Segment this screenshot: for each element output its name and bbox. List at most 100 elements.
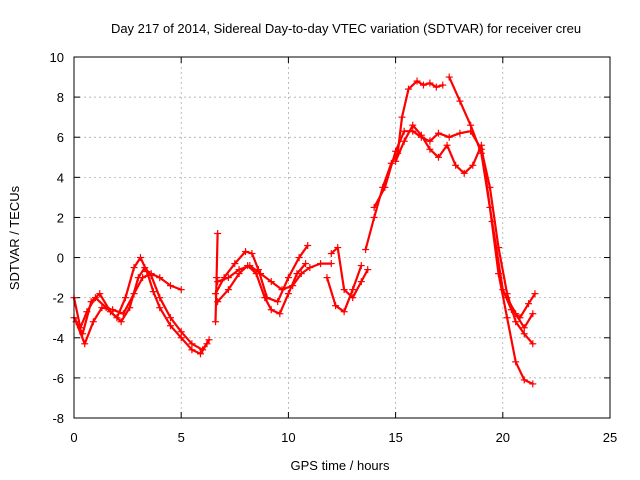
y-tick-label: -8 xyxy=(52,411,64,426)
data-series xyxy=(212,229,222,326)
data-point xyxy=(177,334,185,342)
data-point xyxy=(443,141,451,149)
data-point xyxy=(409,121,417,129)
data-point xyxy=(147,270,155,278)
data-point xyxy=(149,288,157,296)
data-point xyxy=(117,318,125,326)
data-point xyxy=(419,81,427,89)
data-point xyxy=(248,250,256,258)
data-point xyxy=(166,314,174,322)
data-point xyxy=(445,133,453,141)
data-point xyxy=(332,302,340,310)
data-point xyxy=(340,286,348,294)
data-point xyxy=(156,304,164,312)
data-point xyxy=(452,161,460,169)
data-point xyxy=(529,340,537,348)
series-line xyxy=(216,262,333,291)
data-point xyxy=(224,274,232,282)
data-point xyxy=(156,274,164,282)
x-tick-label: 10 xyxy=(281,430,295,445)
data-point xyxy=(392,157,400,165)
series-line xyxy=(330,246,369,299)
series-line xyxy=(74,272,183,345)
data-point xyxy=(297,270,305,278)
data-point xyxy=(302,260,310,268)
data-point xyxy=(96,290,104,298)
data-point xyxy=(231,260,239,268)
data-point xyxy=(205,336,213,344)
data-point xyxy=(477,149,485,157)
data-point xyxy=(224,286,232,294)
data-point xyxy=(242,248,250,256)
data-point xyxy=(357,262,365,270)
y-tick-label: 0 xyxy=(57,251,64,266)
series-line xyxy=(364,79,444,251)
data-point xyxy=(364,266,372,274)
axis-ticks: 0 5 10 15 20 25 -8 -6 -4 -2 0 2 4 6 8 10 xyxy=(50,50,618,445)
data-point xyxy=(426,79,434,87)
y-tick-label: 6 xyxy=(57,130,64,145)
data-point xyxy=(276,310,284,318)
data-series xyxy=(362,77,447,254)
data-point xyxy=(520,330,528,338)
data-point xyxy=(512,358,520,366)
data-point xyxy=(499,286,507,294)
data-point xyxy=(456,129,464,137)
data-point xyxy=(512,310,520,318)
data-point xyxy=(381,183,389,191)
data-point xyxy=(460,169,468,177)
data-point xyxy=(456,97,464,105)
data-point xyxy=(434,153,442,161)
data-point xyxy=(529,380,537,388)
x-tick-label: 0 xyxy=(70,430,77,445)
data-point xyxy=(362,246,370,254)
data-point xyxy=(295,254,303,262)
x-tick-label: 20 xyxy=(496,430,510,445)
data-point xyxy=(274,298,282,306)
data-series xyxy=(214,260,335,294)
data-point xyxy=(529,310,537,318)
data-point xyxy=(196,350,204,358)
data-series xyxy=(503,294,537,332)
data-point xyxy=(156,294,164,302)
data-series-layer xyxy=(70,73,539,388)
data-point xyxy=(261,294,269,302)
data-point xyxy=(349,294,357,302)
data-point xyxy=(392,147,400,155)
data-series xyxy=(214,260,310,318)
data-point xyxy=(531,290,539,298)
data-point xyxy=(177,286,185,294)
data-point xyxy=(404,85,412,93)
data-point xyxy=(488,217,496,225)
data-point xyxy=(467,121,475,129)
data-point xyxy=(278,286,286,294)
data-point xyxy=(214,229,222,237)
x-tick-label: 5 xyxy=(178,430,185,445)
data-point xyxy=(199,346,207,354)
series-line xyxy=(394,124,534,385)
data-point xyxy=(503,294,511,302)
data-point xyxy=(130,264,138,272)
data-point xyxy=(370,203,378,211)
data-point xyxy=(439,81,447,89)
data-point xyxy=(520,324,528,332)
data-point xyxy=(257,270,265,278)
data-point xyxy=(417,131,425,139)
data-point xyxy=(130,290,138,298)
data-point xyxy=(327,250,335,258)
data-series xyxy=(72,270,185,348)
data-point xyxy=(87,298,95,306)
x-tick-label: 25 xyxy=(603,430,617,445)
data-point xyxy=(81,340,89,348)
series-line xyxy=(506,296,534,329)
data-point xyxy=(327,260,335,268)
data-point xyxy=(323,274,331,282)
data-series xyxy=(212,242,312,306)
series-line xyxy=(448,75,537,319)
data-point xyxy=(119,310,127,318)
data-point xyxy=(212,318,220,326)
data-point xyxy=(141,264,149,272)
data-point xyxy=(267,306,275,314)
data-point xyxy=(306,264,314,272)
